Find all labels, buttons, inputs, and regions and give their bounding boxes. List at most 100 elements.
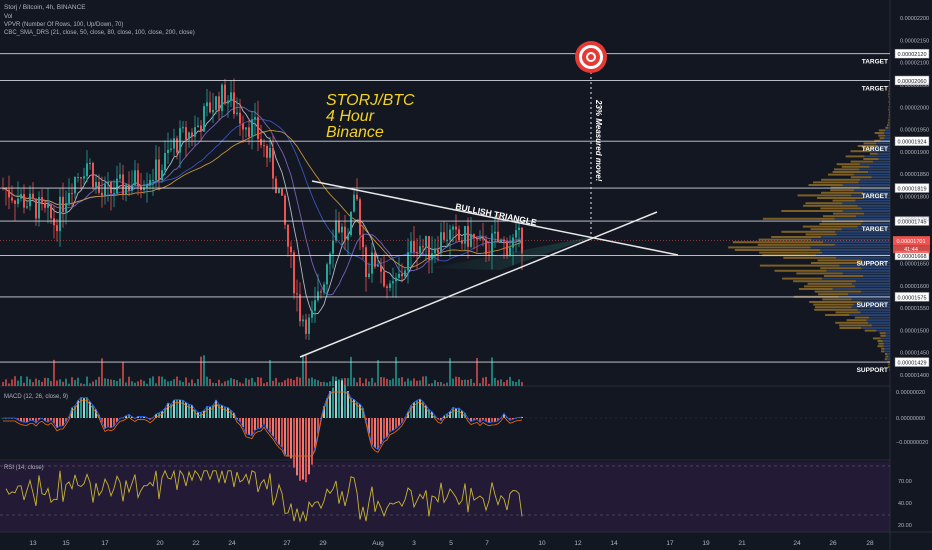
candle-body[interactable]: [77, 177, 79, 179]
candle-body[interactable]: [143, 187, 145, 190]
candle-body[interactable]: [395, 277, 397, 282]
candle-body[interactable]: [326, 264, 328, 285]
candle-body[interactable]: [104, 183, 106, 196]
candle-body[interactable]: [68, 193, 70, 204]
candle-body[interactable]: [8, 189, 10, 198]
candle-body[interactable]: [278, 188, 280, 194]
candle-body[interactable]: [20, 194, 22, 199]
candle-body[interactable]: [188, 132, 190, 140]
candle-body[interactable]: [440, 232, 442, 253]
candle-body[interactable]: [107, 181, 109, 184]
candle-body[interactable]: [449, 229, 451, 240]
triangle-lower-line[interactable]: [299, 211, 658, 358]
candle-body[interactable]: [359, 199, 361, 235]
candle-body[interactable]: [404, 270, 406, 277]
candle-body[interactable]: [59, 196, 61, 232]
candle-body[interactable]: [80, 177, 82, 179]
candle-body[interactable]: [56, 225, 58, 232]
candle-body[interactable]: [65, 203, 67, 212]
candle-body[interactable]: [74, 177, 76, 194]
candle-body[interactable]: [113, 193, 115, 195]
candle-body[interactable]: [323, 284, 325, 293]
candle-body[interactable]: [32, 193, 34, 199]
candle-body[interactable]: [314, 300, 316, 311]
candle-body[interactable]: [170, 148, 172, 150]
candle-body[interactable]: [485, 239, 487, 255]
candle-body[interactable]: [410, 241, 412, 253]
candle-body[interactable]: [386, 286, 388, 288]
candle-body[interactable]: [176, 138, 178, 153]
candle-body[interactable]: [491, 233, 493, 255]
candlesticks[interactable]: [2, 78, 523, 341]
candle-body[interactable]: [179, 128, 181, 153]
candle-body[interactable]: [347, 235, 349, 240]
candle-body[interactable]: [164, 153, 166, 171]
candle-body[interactable]: [443, 232, 445, 240]
candle-body[interactable]: [146, 185, 148, 188]
candle-body[interactable]: [473, 233, 475, 239]
candle-body[interactable]: [431, 253, 433, 260]
candle-body[interactable]: [269, 147, 271, 158]
candle-body[interactable]: [329, 253, 331, 265]
candle-body[interactable]: [392, 281, 394, 284]
candle-body[interactable]: [275, 178, 277, 194]
candle-body[interactable]: [173, 138, 175, 149]
candle-body[interactable]: [389, 283, 391, 288]
candle-body[interactable]: [155, 159, 157, 181]
candle-body[interactable]: [197, 125, 199, 128]
candle-body[interactable]: [110, 181, 112, 194]
candle-body[interactable]: [353, 194, 355, 212]
candle-body[interactable]: [227, 100, 229, 104]
candle-body[interactable]: [455, 226, 457, 230]
candle-body[interactable]: [86, 163, 88, 177]
candle-body[interactable]: [482, 237, 484, 240]
candle-body[interactable]: [305, 319, 307, 334]
candle-body[interactable]: [161, 170, 163, 180]
candle-body[interactable]: [320, 291, 322, 293]
candle-body[interactable]: [374, 252, 376, 267]
candle-body[interactable]: [377, 265, 379, 267]
candle-body[interactable]: [401, 273, 403, 277]
candle-body[interactable]: [122, 174, 124, 195]
candle-body[interactable]: [407, 252, 409, 271]
candle-body[interactable]: [296, 293, 298, 295]
candle-body[interactable]: [494, 231, 496, 234]
candle-body[interactable]: [11, 197, 13, 201]
candle-body[interactable]: [41, 197, 43, 203]
candle-body[interactable]: [50, 204, 52, 219]
candle-body[interactable]: [248, 127, 250, 137]
candle-body[interactable]: [257, 117, 259, 139]
candle-body[interactable]: [497, 231, 499, 243]
candle-body[interactable]: [293, 252, 295, 294]
candle-body[interactable]: [119, 174, 121, 179]
candle-body[interactable]: [290, 246, 292, 253]
candle-body[interactable]: [35, 198, 37, 219]
candle-body[interactable]: [26, 206, 28, 208]
candle-body[interactable]: [368, 273, 370, 277]
candle-body[interactable]: [350, 211, 352, 236]
candle-body[interactable]: [356, 194, 358, 200]
candle-body[interactable]: [92, 163, 94, 187]
candle-body[interactable]: [236, 112, 238, 114]
candle-body[interactable]: [425, 236, 427, 247]
candle-body[interactable]: [200, 125, 202, 132]
candle-body[interactable]: [101, 192, 103, 196]
candle-body[interactable]: [284, 195, 286, 225]
candle-body[interactable]: [446, 239, 448, 241]
candle-body[interactable]: [509, 247, 511, 257]
candle-body[interactable]: [230, 92, 232, 101]
candle-body[interactable]: [302, 319, 304, 322]
candle-body[interactable]: [14, 200, 16, 204]
candle-body[interactable]: [23, 194, 25, 208]
candle-body[interactable]: [158, 159, 160, 180]
candle-body[interactable]: [71, 193, 73, 195]
candle-body[interactable]: [287, 224, 289, 247]
time-axis[interactable]: 13 15 17 20 22 24 27 29 Aug 3 5 7 10 12 14 17 19 21 24 26 28: [29, 540, 874, 547]
candle-body[interactable]: [245, 127, 247, 130]
candle-body[interactable]: [428, 236, 430, 260]
candle-body[interactable]: [299, 294, 301, 322]
candle-body[interactable]: [209, 102, 211, 113]
candle-body[interactable]: [17, 198, 19, 204]
candle-body[interactable]: [518, 227, 520, 231]
